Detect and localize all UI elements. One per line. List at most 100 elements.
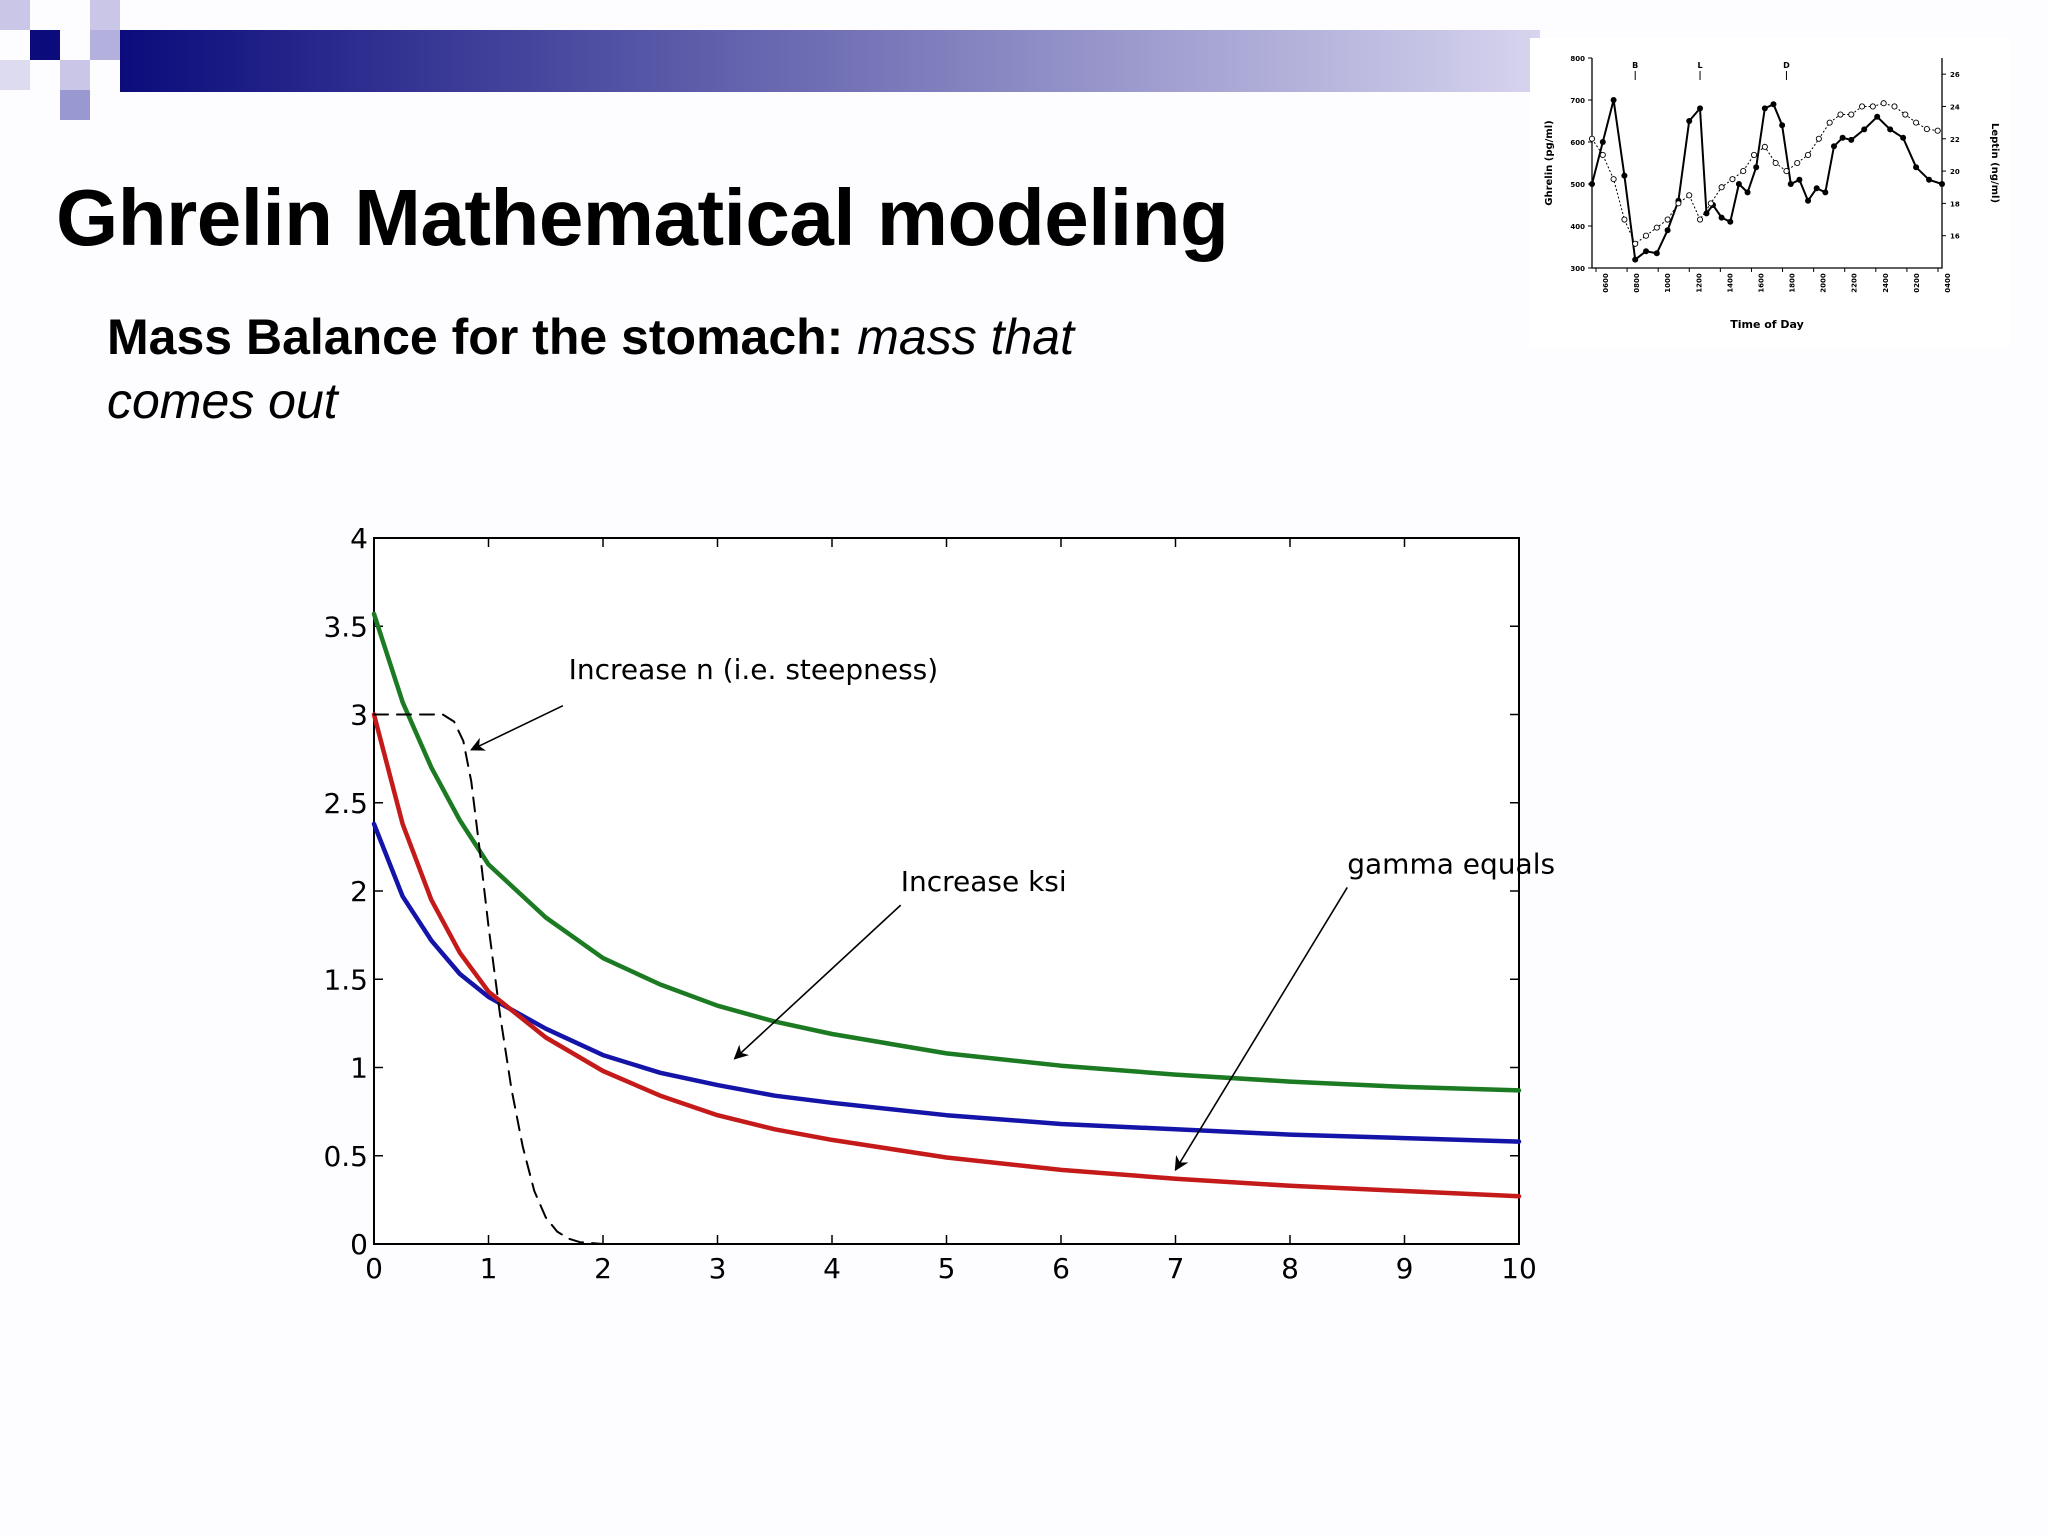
inset-y2-tick-label: 24 — [1950, 103, 1960, 111]
inset-x-tick-label: 0600 — [1602, 273, 1610, 293]
x-tick-label: 0 — [365, 1252, 383, 1285]
series-line-green — [371, 611, 1522, 1093]
banner-square-mid-2 — [60, 90, 90, 120]
inset-ghrelin-point — [1643, 248, 1650, 255]
inset-x-axis-label: Time of Day — [1730, 318, 1804, 331]
inset-y-tick-label: 400 — [1570, 223, 1585, 231]
annotation-increase-n-arrow — [470, 704, 564, 751]
inset-ghrelin-point — [1599, 139, 1606, 145]
y-tick-label: 0.5 — [323, 1140, 368, 1173]
inset-leptin-point — [1653, 224, 1660, 231]
annotation-increase-ksi-label: Increase ksi — [901, 865, 1067, 898]
inset-leptin-point — [1934, 127, 1941, 134]
x-tick-label: 3 — [709, 1252, 727, 1285]
inset-leptin-point — [1794, 159, 1801, 167]
y-tick-label: 3.5 — [323, 610, 368, 643]
inset-leptin-point — [1642, 232, 1650, 239]
inset-leptin-point — [1664, 216, 1671, 223]
inset-ghrelin-point — [1632, 256, 1639, 263]
inset-leptin-point — [1848, 111, 1855, 118]
series-line-blue — [371, 821, 1522, 1144]
inset-leptin-point — [1632, 240, 1639, 247]
inset-leptin-point — [1621, 216, 1628, 223]
inset-ghrelin-point — [1727, 218, 1734, 225]
subtitle-bold: Mass Balance for the stomach: — [107, 309, 844, 365]
inset-y2-tick-label: 22 — [1950, 136, 1960, 144]
inset-y-tick-label: 600 — [1570, 139, 1585, 147]
banner-square-light-4 — [60, 60, 90, 90]
main-line-chart: 0 1 2 3 4 5 6 7 8 9 10 0 0.5 1 1.5 2 2.5 3 3.5 4 Increase n … — [323, 522, 1560, 1285]
series-line-red — [371, 712, 1522, 1199]
y-tick-label: 2 — [350, 875, 368, 908]
inset-x-tick-label: 2000 — [1820, 273, 1828, 293]
banner-square-mid-1 — [90, 30, 120, 60]
inset-leptin-point — [1610, 176, 1617, 183]
inset-leptin-point — [1859, 103, 1866, 110]
banner-square-light-2 — [90, 0, 120, 30]
inset-ghrelin-point — [1653, 250, 1660, 257]
inset-ghrelin-point — [1770, 101, 1777, 108]
inset-leptin-point — [1913, 119, 1920, 126]
inset-ghrelin-point — [1900, 134, 1907, 141]
inset-y-tick-label: 700 — [1570, 97, 1585, 105]
inset-ghrelin-point — [1779, 122, 1786, 129]
y-tick-label: 2.5 — [323, 787, 368, 820]
inset-ghrelin-point — [1703, 210, 1710, 217]
inset-background — [1530, 38, 2010, 348]
annotation-gamma-equals-1-arrow — [1174, 887, 1348, 1172]
inset-leptin-point — [1729, 176, 1736, 183]
inset-leptin-point — [1837, 111, 1844, 118]
inset-ghrelin-point — [1861, 126, 1868, 133]
inset-meal-marker-label: D — [1783, 61, 1790, 70]
x-tick-label: 2 — [594, 1252, 612, 1285]
x-tick-label: 9 — [1396, 1252, 1414, 1285]
inset-y2-tick-label: 20 — [1950, 168, 1960, 176]
x-tick-label: 7 — [1167, 1252, 1185, 1285]
inset-axes — [1591, 58, 1943, 269]
inset-ghrelin-point — [1664, 227, 1671, 234]
inset-leptin-point — [1707, 200, 1714, 207]
x-tick-label: 6 — [1052, 1252, 1070, 1285]
inset-y-tick-label: 300 — [1570, 265, 1585, 273]
inset-leptin-point — [1923, 126, 1930, 133]
inset-leptin-point — [1772, 159, 1779, 167]
inset-ghrelin-point — [1822, 189, 1829, 196]
inset-y-tick-label: 500 — [1570, 181, 1585, 189]
inset-ghrelin-point — [1805, 197, 1812, 204]
x-tick-label: 5 — [938, 1252, 956, 1285]
x-tick-label: 8 — [1281, 1252, 1299, 1285]
inset-ghrelin-point — [1787, 181, 1794, 187]
inset-ghrelin-point — [1813, 185, 1820, 192]
inset-x-tick-label: 1400 — [1726, 273, 1734, 293]
y-tick-label: 1.5 — [323, 963, 368, 996]
inset-leptin-point — [1696, 216, 1704, 223]
annotation-increase-ksi-arrow — [733, 904, 902, 1060]
banner-gradient-bar — [120, 30, 1540, 92]
inset-leptin-point — [1804, 151, 1812, 158]
inset-ghrelin-point — [1686, 118, 1693, 124]
inset-y-tick-label: 800 — [1570, 55, 1585, 63]
banner-square-dark — [30, 30, 60, 60]
inset-leptin-point — [1761, 143, 1768, 150]
inset-leptin-point — [1902, 111, 1909, 118]
inset-y-axis-label: Ghrelin (pg/ml) — [1544, 120, 1555, 205]
inset-leptin-point — [1826, 119, 1833, 126]
inset-ghrelin-point — [1621, 172, 1628, 179]
inset-leptin-point — [1686, 192, 1693, 199]
x-tick-label: 1 — [480, 1252, 498, 1285]
inset-leptin-point — [1815, 135, 1822, 142]
inset-x-tick-label: 2200 — [1851, 273, 1859, 293]
inset-x-tick-label: 1000 — [1664, 273, 1672, 293]
inset-x-tick-label: 0200 — [1913, 273, 1921, 293]
inset-leptin-point — [1783, 168, 1790, 175]
y-tick-label: 3 — [350, 699, 368, 732]
inset-y2-axis-label: Leptin (ng/ml) — [1989, 123, 2000, 203]
inset-meal-marker-label: L — [1697, 61, 1702, 70]
inset-ghrelin-point — [1839, 134, 1846, 141]
y-tick-label: 0 — [350, 1228, 368, 1261]
inset-leptin-point — [1740, 168, 1747, 175]
plot-frame — [373, 537, 1520, 1245]
inset-ghrelin-point — [1697, 105, 1704, 112]
inset-ghrelin-point — [1848, 136, 1855, 143]
inset-y2-tick-label: 16 — [1950, 233, 1960, 241]
